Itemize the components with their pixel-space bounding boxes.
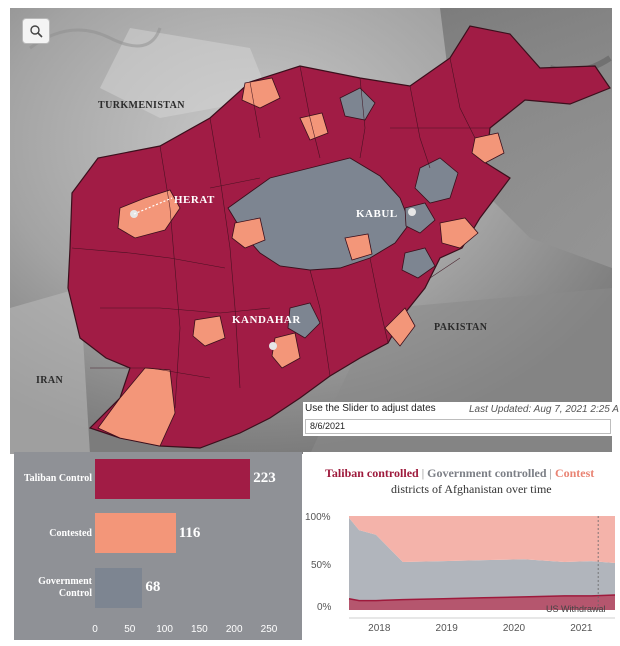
x-tick-150: 150 (191, 624, 208, 635)
government-region-se (401, 247, 436, 279)
afghanistan-control-map[interactable]: TURKMENISTAN PAKISTAN IRAN HERAT KABUL K… (10, 8, 612, 454)
title-separator-1: | (421, 466, 425, 480)
last-updated-text: Last Updated: Aug 7, 2021 2:25 A (469, 404, 619, 415)
city-label-kabul: KABUL (356, 208, 398, 220)
control-summary-bar-chart: Taliban Control Contested Government Con… (14, 452, 302, 640)
trend-subtitle: districts of Afghanistan over time (391, 482, 552, 496)
value-label-taliban: 223 (253, 470, 276, 486)
government-region-south (287, 302, 321, 339)
area-series-2[interactable] (349, 516, 615, 563)
kabul-marker (408, 208, 416, 216)
area-series-0[interactable] (349, 594, 615, 610)
title-taliban-controlled: Taliban controlled (325, 466, 419, 480)
contested-region-north (241, 77, 281, 109)
country-label-turkmenistan: TURKMENISTAN (98, 100, 185, 111)
contested-region-center (344, 233, 373, 261)
city-label-kandahar: KANDAHAR (232, 314, 301, 326)
slider-caption: Use the Slider to adjust dates (305, 403, 436, 414)
district-boundaries (71, 57, 490, 409)
title-contested: Contest (554, 466, 595, 480)
y-tick-50: 50% (311, 560, 332, 571)
category-label-government-1: Government (38, 576, 92, 587)
date-slider-input[interactable]: 8/6/2021 (305, 419, 611, 434)
title-government-controlled: Government controlled (427, 466, 547, 480)
us-withdrawal-annotation: US Withdrawal (546, 604, 606, 614)
contested-region-south-1 (192, 315, 226, 347)
y-tick-100: 100% (305, 512, 331, 523)
taliban-trend-line (348, 594, 615, 602)
year-tick-2018: 2018 (368, 623, 391, 634)
contested-region-north-central (299, 112, 329, 141)
herat-leader-line (133, 197, 173, 215)
year-tick-2019: 2019 (435, 623, 458, 634)
x-tick-0: 0 (92, 624, 98, 635)
y-tick-0: 0% (317, 602, 332, 613)
contested-region-herat (117, 189, 181, 239)
government-region-east (414, 157, 459, 204)
country-label-iran: IRAN (36, 375, 64, 386)
country-label-pakistan: PAKISTAN (434, 322, 488, 333)
bar-taliban-control[interactable] (95, 459, 251, 499)
contested-region-southwest (97, 367, 176, 447)
government-region-north (339, 87, 376, 121)
city-label-herat: HERAT (174, 194, 215, 206)
contested-region-south-2 (271, 332, 301, 369)
magnifier-icon (30, 25, 43, 38)
contested-region-central-west (231, 217, 266, 249)
contested-region-southeast (384, 307, 416, 347)
x-tick-50: 50 (124, 624, 136, 635)
zoom-search-button[interactable] (22, 18, 50, 44)
terrain-background (10, 8, 612, 454)
area-plot (348, 516, 615, 619)
contested-region-northeast (471, 132, 505, 164)
x-tick-200: 200 (225, 624, 243, 635)
year-tick-2021: 2021 (570, 623, 593, 634)
x-tick-250: 250 (260, 624, 278, 635)
contested-region-east (439, 217, 479, 249)
date-slider-panel: Use the Slider to adjust dates Last Upda… (303, 402, 619, 436)
year-tick-2020: 2020 (502, 623, 526, 634)
area-series-1[interactable] (349, 517, 615, 601)
kandahar-marker (269, 342, 277, 350)
bar-government-control[interactable] (95, 568, 143, 608)
category-label-taliban: Taliban Control (23, 473, 92, 484)
category-label-government-2: Control (58, 588, 92, 599)
category-label-contested: Contested (49, 528, 92, 539)
trend-title: Taliban controlled | Government controll… (303, 466, 620, 481)
x-tick-100: 100 (156, 624, 173, 635)
bar-contested[interactable] (95, 513, 176, 553)
value-label-contested: 116 (178, 525, 201, 541)
title-separator-2: | (549, 466, 552, 480)
control-over-time-chart: Taliban controlled | Government controll… (303, 452, 615, 646)
value-label-government: 68 (145, 579, 161, 595)
